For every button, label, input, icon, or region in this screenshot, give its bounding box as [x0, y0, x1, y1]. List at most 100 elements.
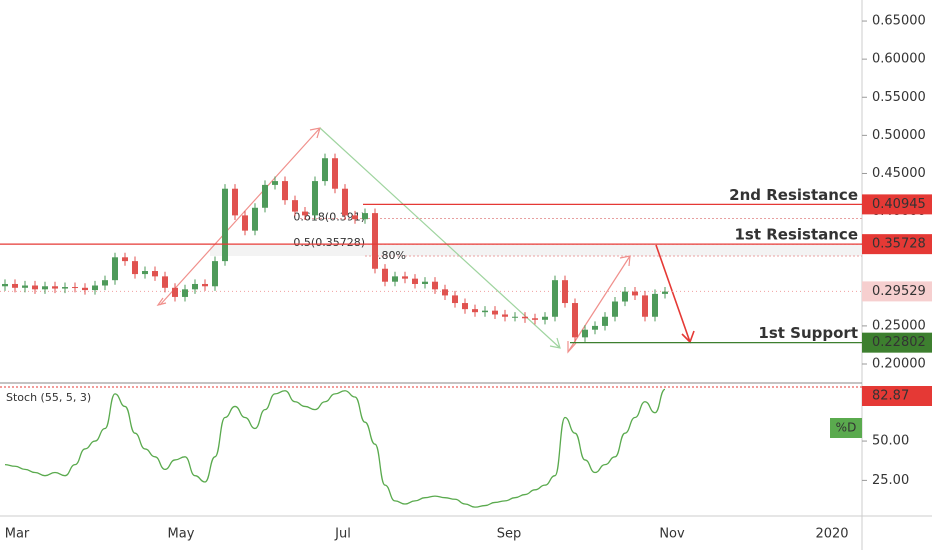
price-box-label: 0.35728: [872, 237, 926, 252]
candle-body: [622, 291, 628, 302]
candle-body: [362, 213, 368, 220]
last-value-label: 82.87: [872, 389, 909, 404]
candle-body: [302, 211, 308, 216]
candle-body: [252, 207, 258, 231]
fib-zone: [210, 245, 862, 256]
value-box: [862, 386, 932, 406]
candle-body: [292, 200, 298, 212]
candle-body: [132, 261, 138, 275]
candle-body: [482, 310, 488, 313]
candle-body: [2, 283, 8, 287]
arrow-head: [619, 255, 631, 267]
candle-body: [562, 280, 568, 304]
level-name: 2nd Resistance: [729, 186, 858, 204]
candle-body: [502, 314, 508, 317]
candle-body: [602, 316, 608, 326]
y-tick-label: 0.25000: [872, 318, 926, 333]
candle-body: [242, 215, 248, 231]
candle-body: [572, 303, 578, 338]
candle-body: [202, 283, 208, 287]
x-tick-label: Jul: [334, 527, 351, 542]
price-box: [862, 332, 932, 353]
candle-body: [22, 285, 28, 288]
candle-body: [82, 287, 88, 291]
y-tick-label: 0.45000: [872, 166, 926, 181]
candle-body: [512, 316, 518, 318]
candle-body: [32, 285, 38, 290]
candle-body: [642, 295, 648, 317]
x-tick-label: May: [168, 527, 195, 542]
candle-body: [222, 188, 228, 262]
price-box: [862, 281, 932, 302]
y-tick-label: 25.00: [872, 473, 909, 488]
candle-body: [182, 289, 188, 297]
fib-label: 0.5(0.35728): [293, 236, 365, 249]
arrow-head: [567, 341, 577, 354]
forecast-arrow: [655, 244, 691, 343]
candle-body: [432, 281, 438, 290]
arrow-head: [549, 337, 561, 349]
candle-body: [552, 280, 558, 317]
arrow-head: [156, 297, 167, 306]
y-tick-label: 0.50000: [872, 128, 926, 143]
candle-body: [312, 181, 318, 216]
candle-body: [412, 278, 418, 284]
candle-body: [272, 181, 278, 185]
stoch-line: [4, 388, 666, 508]
x-tick-label: Sep: [497, 527, 522, 542]
candle-body: [332, 158, 338, 189]
candle-body: [192, 283, 198, 290]
x-tick-label: 2020: [815, 527, 848, 542]
price-box: [862, 194, 932, 215]
candle-body: [162, 276, 168, 288]
candle-body: [342, 188, 348, 216]
candle-body: [322, 158, 328, 182]
arrow-head: [681, 330, 695, 344]
y-tick-label: 0.20000: [872, 357, 926, 372]
candle-body: [172, 287, 178, 297]
candle-body: [402, 276, 408, 279]
candle-body: [442, 289, 448, 296]
candle-body: [52, 286, 58, 289]
candle-body: [382, 268, 388, 282]
y-tick-label: 0.55000: [872, 90, 926, 105]
candle-body: [102, 280, 108, 286]
candle-body: [232, 188, 238, 216]
candle-body: [262, 184, 268, 208]
legend-box: [830, 418, 862, 438]
trend-arrow: [567, 255, 631, 353]
candle-body: [662, 291, 668, 294]
candle-body: [542, 316, 548, 320]
y-tick-label: 0.65000: [872, 14, 926, 29]
candle-body: [582, 329, 588, 338]
trend-arrow: [319, 127, 561, 349]
candle-body: [152, 271, 158, 277]
candle-body: [72, 287, 78, 289]
candle-body: [62, 287, 68, 289]
x-tick-label: Mar: [5, 527, 30, 542]
price-box-label: 0.40945: [872, 197, 926, 212]
drawings: [156, 127, 695, 354]
candle-body: [592, 325, 598, 330]
price-box: [862, 234, 932, 255]
candle-body: [122, 257, 128, 262]
y-tick-label: 0.60000: [872, 52, 926, 67]
price-box-label: 0.22802: [872, 335, 926, 350]
fib-note: .80%: [378, 249, 406, 262]
candle-body: [472, 309, 478, 313]
x-tick-label: Nov: [659, 527, 685, 542]
candle-body: [532, 318, 538, 320]
candle-body: [522, 316, 528, 319]
candle-body: [352, 215, 358, 220]
candle-body: [392, 276, 398, 282]
candle-body: [42, 286, 48, 290]
legend-label: %D: [836, 421, 857, 435]
candle-body: [282, 181, 288, 201]
level-name: 1st Resistance: [734, 226, 858, 244]
candle-body: [422, 281, 428, 284]
candle-body: [212, 261, 218, 287]
indicator-title: Stoch (55, 5, 3): [6, 391, 91, 404]
candle-body: [652, 293, 658, 317]
